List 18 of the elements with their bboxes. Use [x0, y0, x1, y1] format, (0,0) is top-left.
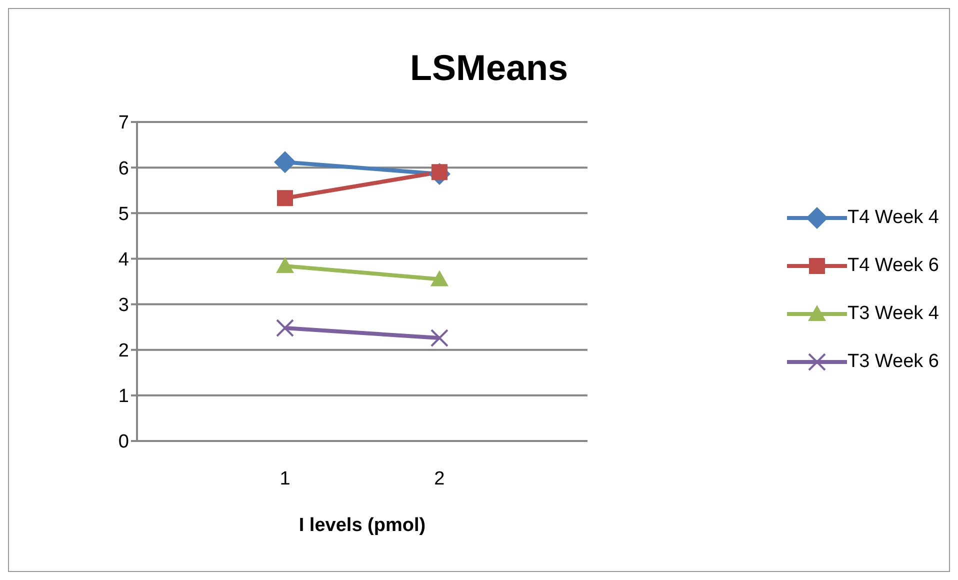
chart-title: LSMeans [408, 47, 570, 89]
point [276, 318, 294, 337]
point [430, 329, 448, 348]
y-tick-label: 6 [118, 158, 129, 180]
legend-label: T3 Week 4 [847, 303, 939, 325]
point [277, 190, 293, 206]
legend-label: T4 Week 4 [847, 207, 939, 229]
legend-label: T4 Week 6 [847, 255, 939, 277]
y-tick-label: 7 [118, 112, 129, 134]
y-tick-label: 3 [118, 295, 129, 316]
y-tick-label: 5 [118, 204, 129, 225]
point [274, 151, 296, 174]
x-axis-title: I levels (pmol) [298, 515, 426, 536]
y-tick-label: 4 [118, 249, 130, 270]
y-tick-label: 0 [118, 432, 129, 453]
y-tick-label: 2 [118, 340, 129, 362]
legend-label: T3 Week 6 [847, 351, 939, 373]
y-tick-label: 1 [118, 386, 129, 408]
